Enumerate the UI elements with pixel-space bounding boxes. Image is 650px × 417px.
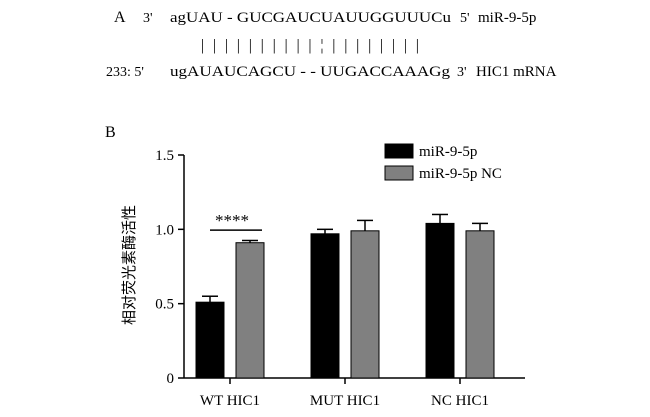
legend-label-mir-9-5p: miR-9-5p: [419, 144, 477, 160]
bar-mir-9-5p-nc-wt-hic1: [235, 242, 265, 379]
bars: [195, 213, 495, 379]
panel-a-label: A: [114, 9, 126, 26]
legend-swatch-mir-9-5p-nc: [384, 165, 414, 181]
x-tick-label: NC HIC1: [431, 393, 489, 409]
y-tick-label: 1.0: [155, 222, 174, 238]
x-tick-label: WT HIC1: [200, 393, 260, 409]
mirna-suffix: 5': [460, 11, 470, 26]
x-tick-labels: WT HIC1 MUT HIC1 NC HIC1: [200, 378, 489, 409]
significance-label: ****: [215, 211, 249, 230]
legend: miR-9-5p miR-9-5p NC: [384, 143, 502, 182]
bar-mir-9-5p-wt-hic1: [195, 301, 225, 379]
legend-label-mir-9-5p-nc: miR-9-5p NC: [419, 166, 502, 182]
y-tick-label: 0: [167, 371, 175, 387]
significance-annotation: ****: [210, 211, 262, 231]
y-tick-label: 0.5: [155, 297, 174, 313]
panel-a: A 3' agUAU - GUCGAUCUAUUGGUUUCu 5' miR-9…: [106, 9, 557, 80]
x-tick-label: MUT HIC1: [310, 393, 380, 409]
y-ticks: 0 0.5 1.0 1.5: [155, 148, 184, 387]
y-axis-label: 相对荧光素酶活性: [121, 205, 138, 325]
mrna-name: HIC1 mRNA: [476, 64, 557, 80]
mirna-name: miR-9-5p: [478, 10, 536, 26]
mrna-suffix: 3': [457, 65, 467, 80]
panel-b: B 相对荧光素酶活性 0 0.5 1.0 1.5 WT HIC1 MUT HIC1 NC …: [105, 124, 525, 409]
bar-mir-9-5p-nc-hic1: [425, 222, 455, 379]
bar-mir-9-5p-nc-nc-hic1: [465, 230, 495, 379]
pairing-marks: | | | | | | | | | | ¦ | | | | | | | |: [201, 37, 419, 54]
bar-mir-9-5p-nc-mut-hic1: [350, 230, 380, 379]
mrna-prefix: 233: 5': [106, 65, 144, 80]
mrna-sequence: ugAUAUCAGCU - - UUGACCAAAGg: [170, 64, 451, 80]
mirna-prefix: 3': [143, 11, 153, 26]
y-tick-label: 1.5: [155, 148, 174, 164]
bar-mir-9-5p-mut-hic1: [310, 233, 340, 379]
panel-b-label: B: [105, 124, 116, 141]
legend-swatch-mir-9-5p: [384, 143, 414, 159]
mirna-sequence: agUAU - GUCGAUCUAUUGGUUUCu: [170, 10, 452, 26]
